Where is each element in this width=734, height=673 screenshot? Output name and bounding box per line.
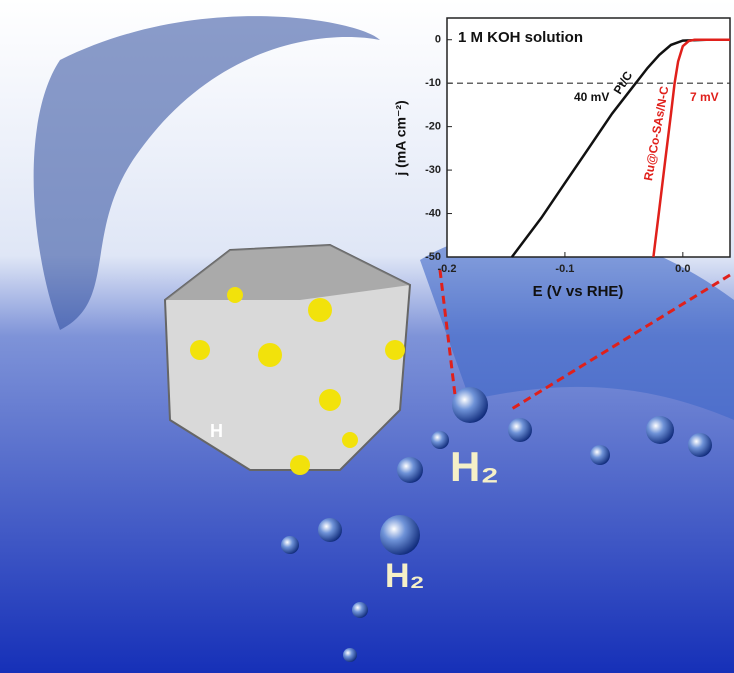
bubbles [281,387,712,662]
annotation: 1 M KOH solution [458,29,583,46]
inset-chart: E (V vs RHE) j (mA cm⁻²) 1 M KOH solutio… [393,17,731,300]
y-tick-label: 0 [435,34,441,46]
annotation: 40 mV [574,90,609,104]
crystal [163,243,412,475]
zoom-line [438,269,457,396]
zoom-line [509,273,731,412]
series-line [510,38,730,258]
h-label: H [210,421,223,441]
water-splash [33,16,381,331]
h2-label: H₂ [450,443,499,490]
y-axis-label: j (mA cm⁻²) [393,100,409,176]
annotation: 7 mV [690,90,719,104]
y-tick-label: -10 [425,77,441,89]
y-tick-label: -40 [425,207,441,219]
y-tick-label: -50 [425,251,441,263]
h2-label: H₂ [385,557,425,595]
y-tick-label: -20 [425,121,441,133]
x-tick-label: -0.1 [555,263,574,275]
x-axis-label: E (V vs RHE) [533,283,624,300]
plot-area [446,17,731,258]
wave [420,227,734,420]
x-tick-label: 0.0 [675,263,690,275]
series-line [652,38,730,258]
x-tick-label: -0.2 [438,263,457,275]
y-tick-label: -30 [425,164,441,176]
